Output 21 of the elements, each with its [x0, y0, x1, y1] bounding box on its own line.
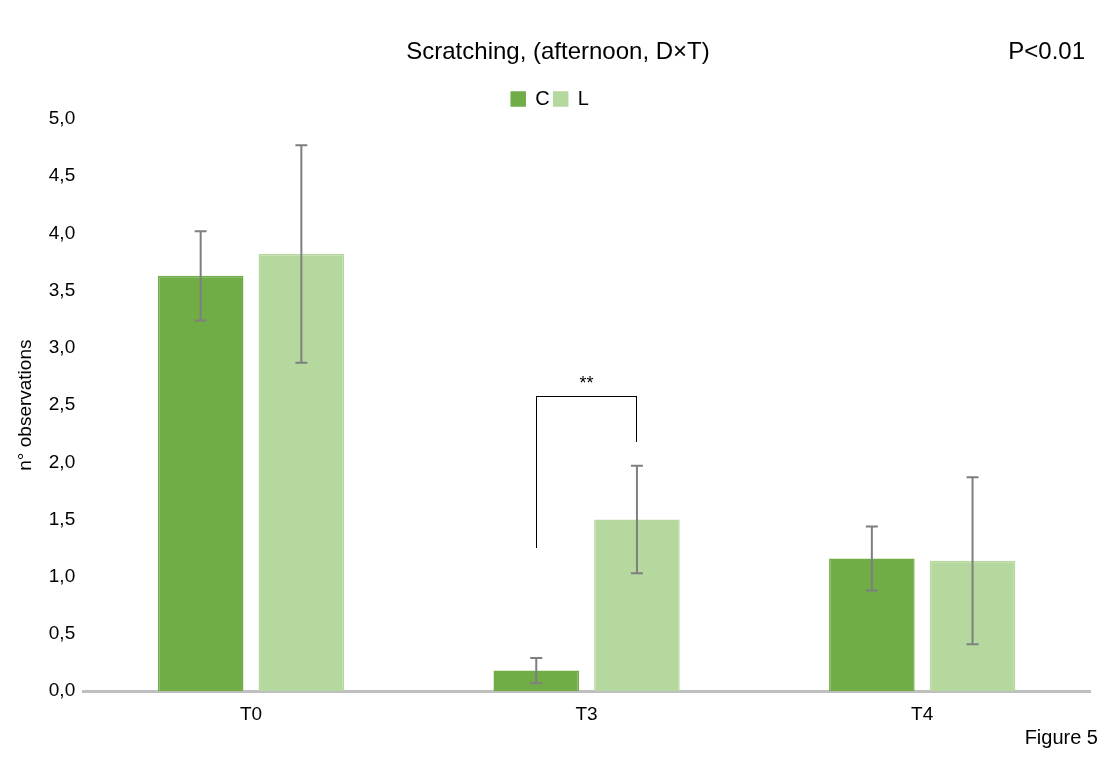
annotation: ** — [579, 372, 594, 393]
y-tick-label: 0,5 — [48, 622, 76, 644]
x-tick-label: T3 — [575, 702, 598, 724]
y-tick-label: 3,5 — [48, 278, 76, 300]
y-tick-label: 0,0 — [48, 679, 76, 701]
text: P<0.01 — [1008, 36, 1085, 64]
legend-label: L — [577, 86, 589, 109]
x-tick-label: T4 — [911, 702, 934, 724]
legend-label: C — [535, 86, 550, 109]
y-tick-label: 4,5 — [48, 164, 76, 186]
y-tick-label: 4,0 — [48, 221, 76, 243]
y-tick-label: 5,0 — [48, 107, 76, 129]
y-tick-label: 3,0 — [48, 336, 76, 358]
caption: Figure 5 — [1024, 725, 1098, 748]
y-tick-label: 2,0 — [48, 450, 76, 472]
y-tick-label: 1,0 — [48, 564, 76, 586]
x-tick-label: T0 — [239, 702, 263, 724]
y-tick-label: 2,5 — [48, 393, 76, 415]
y-tick-label: 1,5 — [48, 507, 76, 529]
chart-title: Scratching, (afternoon, D×T) — [406, 36, 710, 64]
y-axis-title: n° observations — [13, 339, 35, 471]
